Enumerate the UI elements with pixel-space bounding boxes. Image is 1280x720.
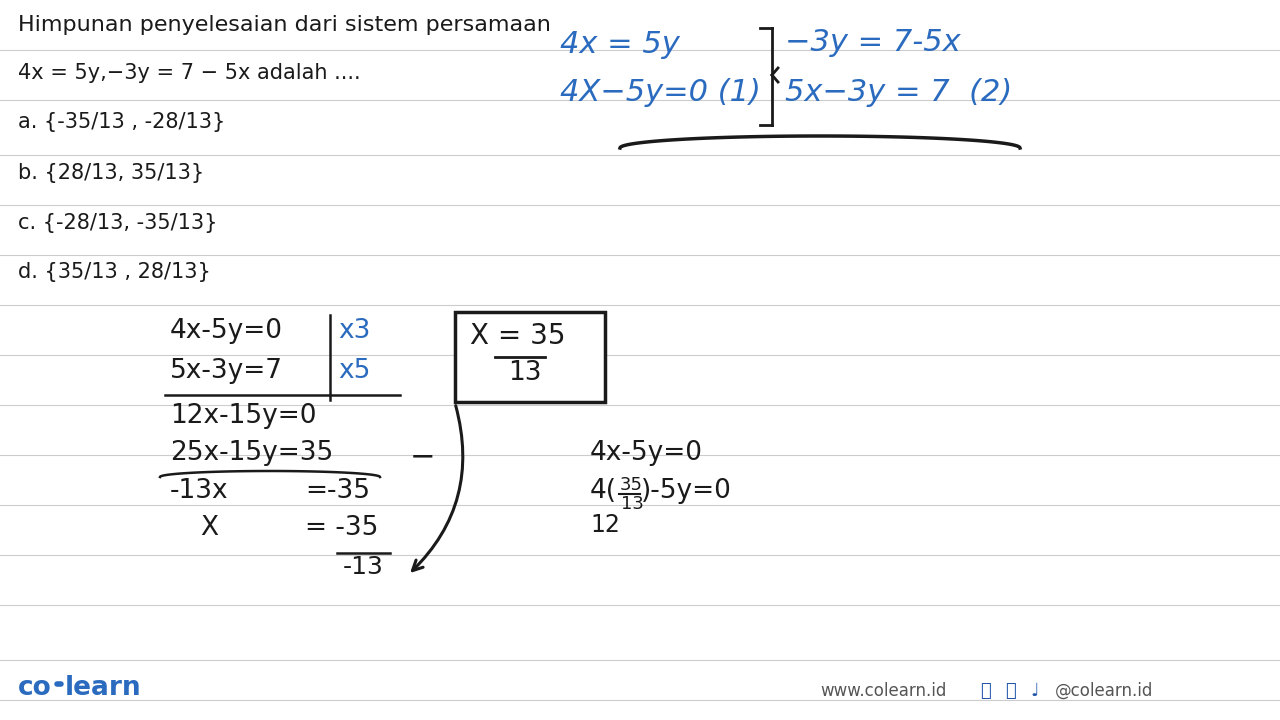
Text: a. {-35/13 , -28/13}: a. {-35/13 , -28/13}: [18, 112, 225, 132]
Text: co: co: [18, 675, 51, 701]
Text: 4(: 4(: [590, 478, 617, 504]
Text: 12: 12: [590, 513, 620, 537]
Text: @colearn.id: @colearn.id: [1055, 682, 1153, 700]
Text: ♩: ♩: [1030, 682, 1038, 700]
Bar: [454, 312, 605, 402]
Text: -13x: -13x: [170, 478, 229, 504]
Text: 13: 13: [621, 495, 644, 513]
Text: 5x-3y=7: 5x-3y=7: [170, 358, 283, 384]
Text: learn: learn: [65, 675, 142, 701]
Text: b. {28/13, 35/13}: b. {28/13, 35/13}: [18, 163, 204, 183]
Text: X = 35: X = 35: [470, 322, 566, 350]
Text: d. {35/13 , 28/13}: d. {35/13 , 28/13}: [18, 262, 211, 282]
Text: 4x-5y=0: 4x-5y=0: [170, 318, 283, 344]
FancyArrowPatch shape: [412, 405, 463, 571]
Text: 25x-15y=35: 25x-15y=35: [170, 440, 333, 466]
Text: Ⓞ: Ⓞ: [1005, 682, 1016, 700]
Text: 5x−3y = 7  (2): 5x−3y = 7 (2): [785, 78, 1012, 107]
Text: 4x = 5y,−3y = 7 − 5x adalah ....: 4x = 5y,−3y = 7 − 5x adalah ....: [18, 63, 361, 83]
Text: −: −: [410, 442, 435, 471]
Text: = -35: = -35: [305, 515, 379, 541]
Text: Ⓕ: Ⓕ: [980, 682, 991, 700]
Text: Himpunan penyelesaian dari sistem persamaan: Himpunan penyelesaian dari sistem persam…: [18, 15, 550, 35]
Text: 4x = 5y: 4x = 5y: [561, 30, 680, 59]
Text: =-35: =-35: [305, 478, 370, 504]
Text: 4X−5y=0 (1): 4X−5y=0 (1): [561, 78, 760, 107]
Text: x5: x5: [338, 358, 370, 384]
Text: 4x-5y=0: 4x-5y=0: [590, 440, 703, 466]
Text: 35: 35: [620, 476, 643, 494]
Text: 12x-15y=0: 12x-15y=0: [170, 403, 316, 429]
Text: c. {-28/13, -35/13}: c. {-28/13, -35/13}: [18, 213, 218, 233]
Text: -13: -13: [343, 555, 384, 579]
Text: 13: 13: [508, 360, 541, 386]
Text: www.colearn.id: www.colearn.id: [820, 682, 946, 700]
Text: −3y = 7-5x: −3y = 7-5x: [785, 28, 960, 57]
Text: x3: x3: [338, 318, 370, 344]
Text: X: X: [200, 515, 218, 541]
Text: )-5y=0: )-5y=0: [641, 478, 732, 504]
